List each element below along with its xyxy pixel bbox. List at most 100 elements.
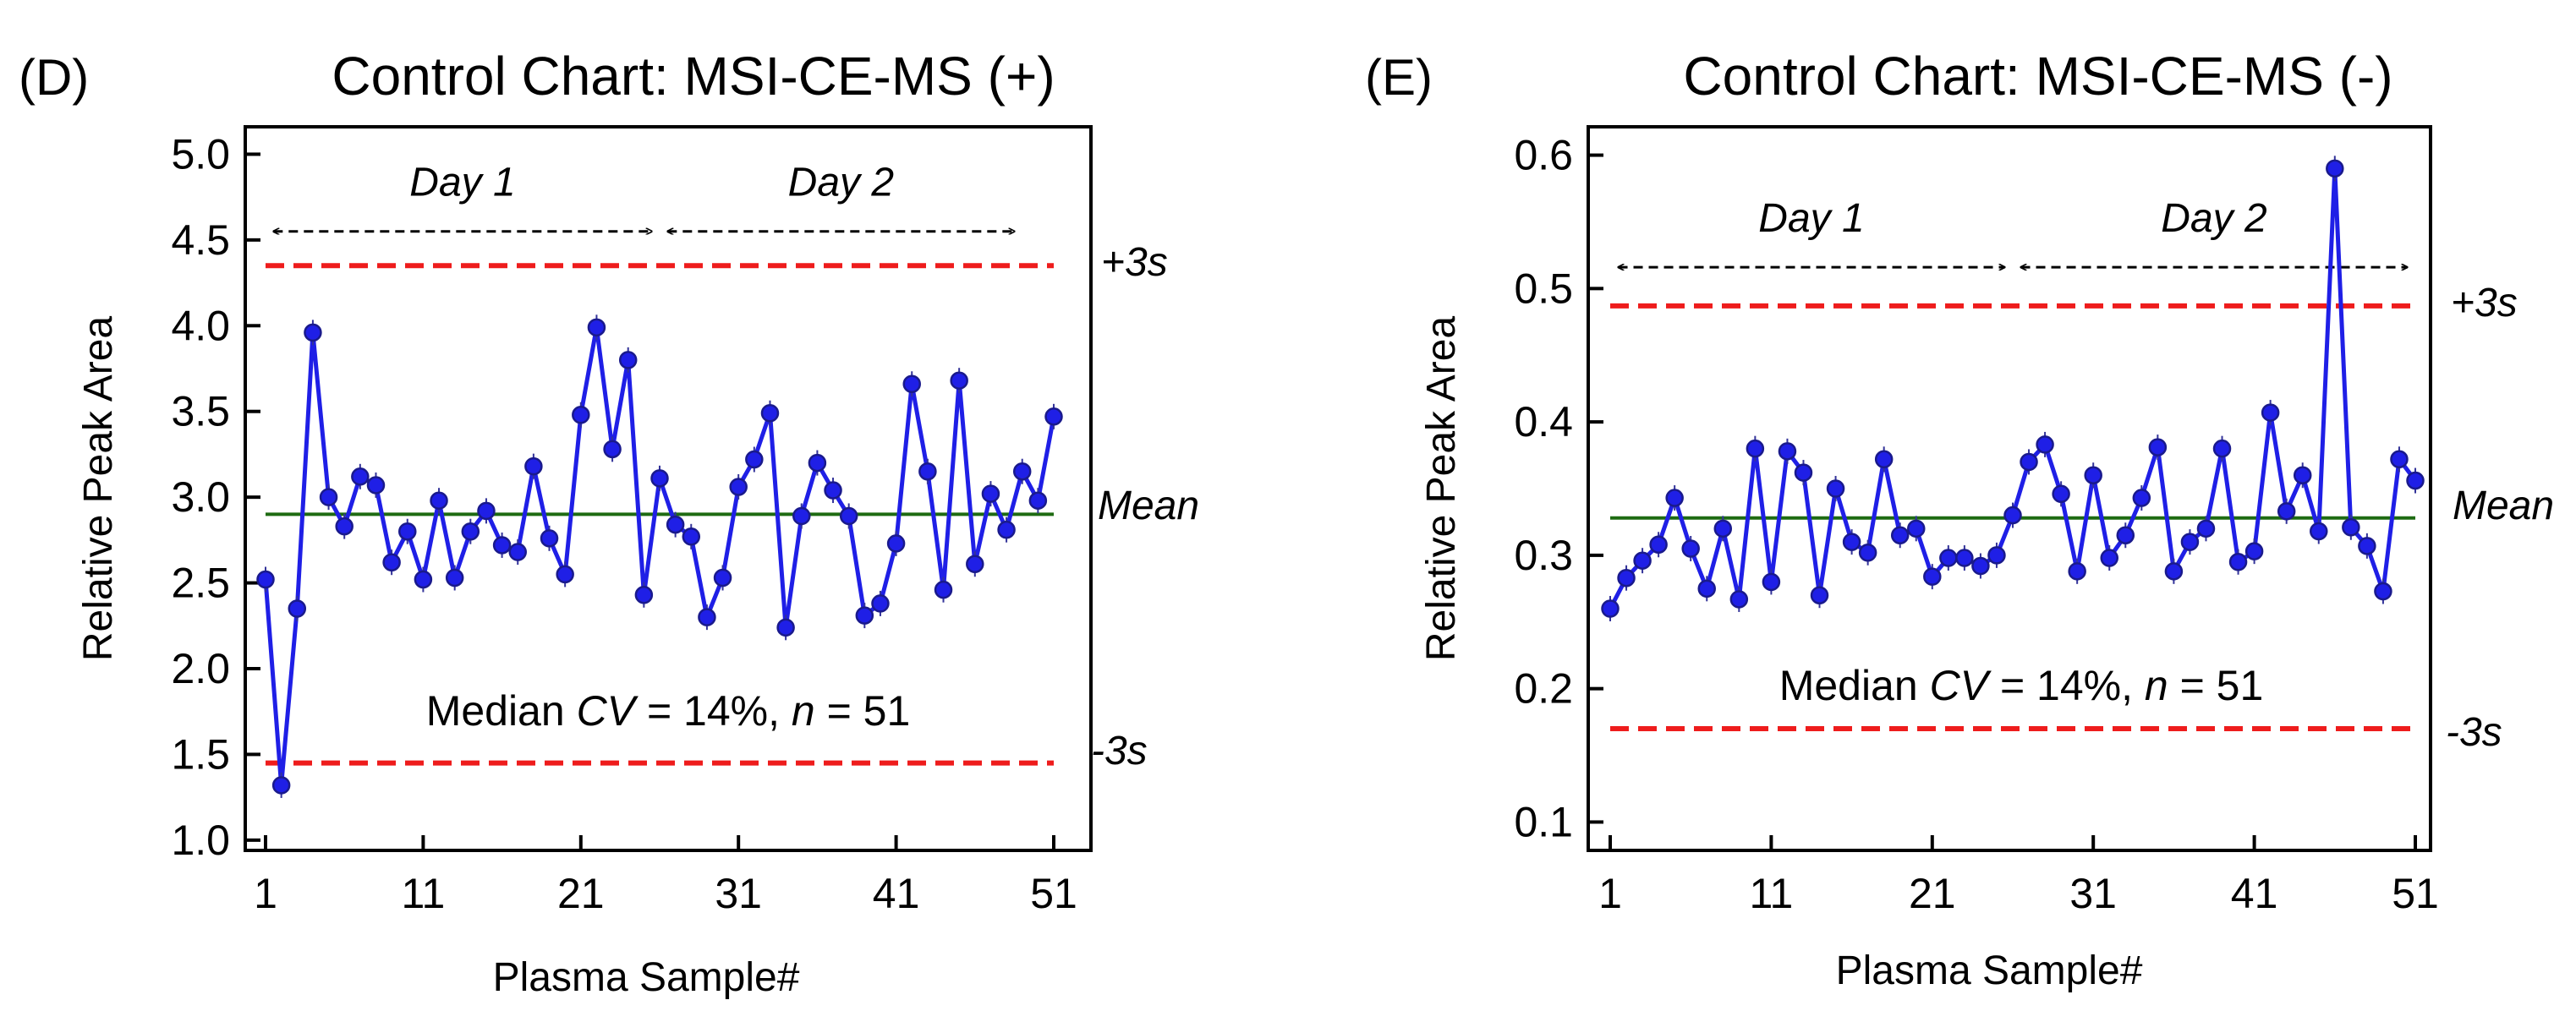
data-point — [2406, 471, 2425, 490]
plot-frame — [244, 125, 1093, 852]
data-point — [839, 506, 858, 526]
data-point — [2036, 435, 2054, 454]
y-tick-label: 0.4 — [1514, 398, 1573, 445]
data-point — [1713, 519, 1733, 538]
data-point — [2052, 484, 2070, 504]
panel-label: (D) — [19, 49, 89, 106]
data-point — [1794, 463, 1813, 482]
cv-note-n: n — [2145, 662, 2168, 709]
data-point — [650, 469, 669, 488]
data-point — [1633, 551, 1652, 570]
data-point — [1890, 526, 1910, 544]
data-point — [524, 456, 543, 476]
data-point — [2003, 506, 2022, 525]
y-tick-label: 0.1 — [1514, 798, 1573, 845]
data-point — [871, 594, 890, 613]
data-point — [776, 618, 795, 637]
y-tick-label: 5.0 — [171, 130, 230, 178]
data-point — [1729, 590, 1749, 609]
y-tick-label: 1.0 — [171, 817, 230, 864]
data-point — [966, 555, 984, 574]
x-tick-label: 31 — [2069, 870, 2117, 917]
data-point — [1746, 439, 1765, 458]
data-point — [1649, 535, 1668, 555]
data-point — [698, 608, 716, 626]
x-tick-label: 1 — [1598, 870, 1622, 917]
data-point — [2358, 537, 2376, 555]
x-tick-label: 1 — [254, 870, 277, 917]
x-tick-label: 11 — [401, 870, 445, 917]
data-point — [2326, 159, 2344, 178]
data-point — [1939, 549, 1958, 567]
data-series — [1601, 156, 2425, 621]
data-point — [2020, 452, 2038, 472]
data-point — [2084, 466, 2102, 484]
data-point — [981, 484, 1000, 503]
data-point — [997, 520, 1016, 539]
data-point — [492, 536, 512, 555]
data-point — [1907, 519, 1926, 538]
data-point — [2116, 526, 2135, 544]
y-tick-label: 4.5 — [171, 216, 230, 264]
series-line — [1608, 166, 2417, 610]
cv-note-cv: CV — [1930, 662, 1992, 709]
data-point — [855, 606, 874, 625]
cv-note-prefix: Median — [1779, 662, 1930, 709]
x-tick-label: 11 — [1749, 870, 1793, 917]
cv-note: Median CV = 14%, n = 51 — [426, 687, 911, 735]
panel-label: (E) — [1365, 49, 1433, 106]
data-point — [745, 450, 764, 469]
data-point — [1874, 450, 1894, 469]
tick-layer: 1 11 21 31 41 510.10.20.30.40.50.6 — [1514, 132, 2438, 917]
data-point — [304, 323, 322, 342]
y-tick-label: 0.5 — [1514, 265, 1573, 312]
data-point — [2100, 549, 2118, 567]
data-point — [1858, 543, 1877, 562]
day-annotations: Day 1 Day 2 — [1619, 196, 2408, 267]
mean-label: Mean — [1098, 484, 1199, 528]
y-tick-label: 0.3 — [1514, 532, 1573, 579]
data-point — [1697, 579, 1716, 598]
x-tick-label: 31 — [715, 870, 762, 917]
data-point — [1044, 407, 1063, 426]
data-point — [1601, 599, 1620, 618]
data-point — [666, 515, 685, 534]
day-label: Day 1 — [409, 161, 515, 205]
data-point — [2244, 542, 2264, 560]
data-point — [1012, 462, 1032, 481]
x-axis-label: Plasma Sample# — [1836, 948, 2143, 993]
data-point — [1778, 442, 1797, 461]
data-point — [2180, 533, 2200, 551]
data-point — [1762, 572, 1781, 592]
lower-limit-label: -3s — [1091, 729, 1148, 773]
cv-note: Median CV = 14%, n = 51 — [1779, 662, 2264, 709]
data-point — [271, 776, 291, 795]
y-tick-label: 0.6 — [1514, 132, 1573, 179]
y-tick-label: 4.0 — [171, 302, 230, 349]
chart-panel-d: (D) Control Chart: MSI-CE-MS (+) 1 11 21 31… — [19, 46, 1199, 1000]
data-point — [729, 478, 748, 496]
data-point — [2196, 519, 2216, 538]
data-point — [445, 568, 464, 588]
data-point — [1681, 539, 1700, 558]
data-point — [760, 403, 780, 423]
data-point — [319, 488, 338, 506]
chart-panel-e: (E) Control Chart: MSI-CE-MS (-) 1 11 21 31… — [1365, 46, 2554, 993]
chart-title: Control Chart: MSI-CE-MS (-) — [1683, 46, 2392, 107]
data-point — [1955, 549, 1974, 567]
day-label: Day 2 — [2161, 196, 2266, 241]
plot-frame — [1587, 125, 2432, 852]
data-point — [950, 371, 968, 390]
data-point — [556, 565, 574, 584]
upper-limit-label: +3s — [2451, 281, 2518, 325]
data-point — [808, 453, 827, 473]
x-tick-label: 21 — [1909, 870, 1956, 917]
x-tick-label: 21 — [557, 870, 605, 917]
x-tick-label: 51 — [2392, 870, 2439, 917]
y-axis-label: Relative Peak Area — [76, 316, 121, 662]
data-point — [587, 318, 606, 337]
day-label: Day 2 — [788, 161, 894, 205]
data-point — [1617, 568, 1636, 588]
cv-note-prefix: Median — [426, 687, 577, 735]
x-tick-label: 41 — [2231, 870, 2278, 917]
